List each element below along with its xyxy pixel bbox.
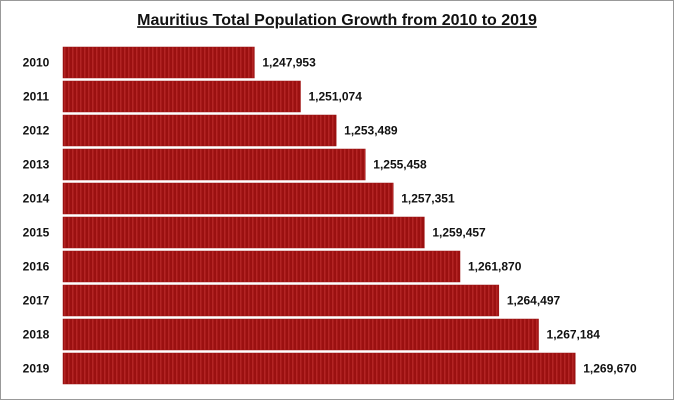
y-tick-label: 2016 bbox=[23, 260, 50, 274]
y-tick-label: 2010 bbox=[23, 56, 50, 70]
bar bbox=[62, 80, 301, 113]
y-tick-label: 2012 bbox=[23, 124, 50, 138]
value-label: 1,261,870 bbox=[468, 260, 522, 274]
y-tick-label: 2013 bbox=[23, 158, 50, 172]
bar bbox=[62, 352, 576, 385]
y-tick-label: 2017 bbox=[23, 294, 50, 308]
value-label: 1,259,457 bbox=[432, 226, 486, 240]
bar bbox=[62, 284, 500, 317]
value-label: 1,255,458 bbox=[373, 158, 427, 172]
y-tick-label: 2018 bbox=[23, 328, 50, 342]
y-tick-label: 2011 bbox=[23, 90, 49, 104]
y-tick-label: 2014 bbox=[23, 192, 50, 206]
bar bbox=[62, 250, 461, 283]
bar bbox=[62, 182, 394, 215]
bar bbox=[62, 148, 366, 181]
y-tick-label: 2019 bbox=[23, 362, 50, 376]
bar bbox=[62, 114, 337, 147]
value-label: 1,253,489 bbox=[344, 124, 398, 138]
value-label: 1,251,074 bbox=[308, 90, 362, 104]
bar bbox=[62, 318, 539, 351]
bar bbox=[62, 46, 255, 79]
value-label: 1,257,351 bbox=[401, 192, 455, 206]
value-label: 1,264,497 bbox=[507, 294, 561, 308]
value-label: 1,269,670 bbox=[583, 362, 637, 376]
bar bbox=[62, 216, 425, 249]
value-label: 1,267,184 bbox=[547, 328, 601, 342]
chart-title: Mauritius Total Population Growth from 2… bbox=[137, 12, 537, 29]
y-tick-label: 2015 bbox=[23, 226, 50, 240]
value-label: 1,247,953 bbox=[262, 56, 316, 70]
